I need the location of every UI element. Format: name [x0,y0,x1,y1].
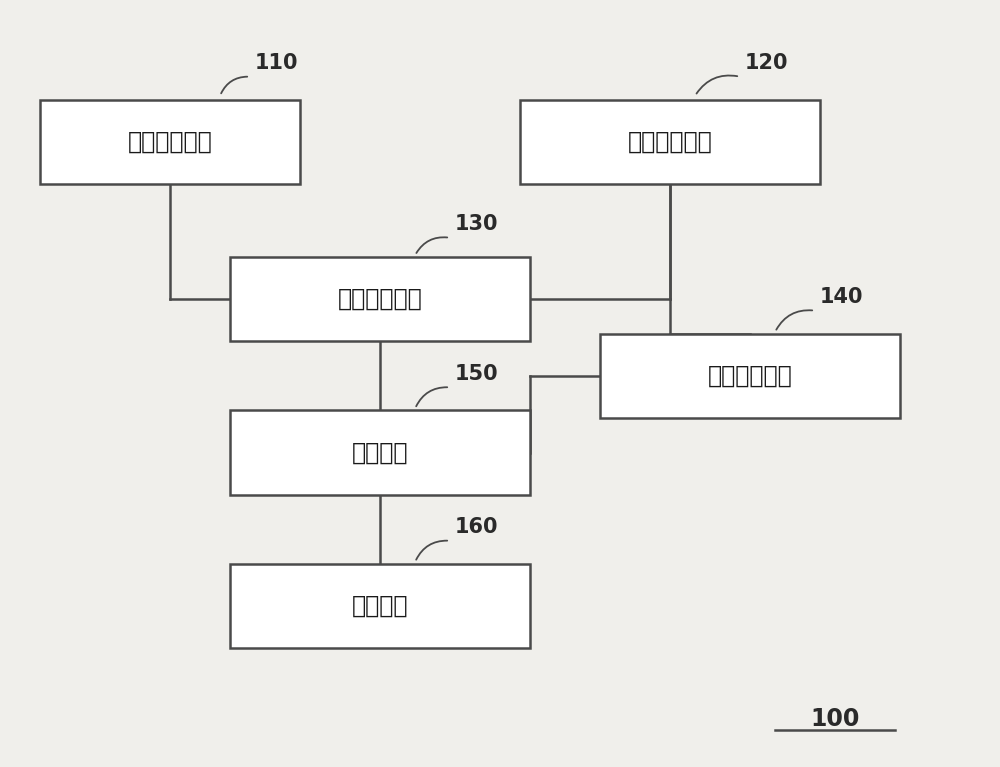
Text: 存储单元: 存储单元 [352,440,408,465]
FancyBboxPatch shape [230,257,530,341]
FancyBboxPatch shape [600,334,900,418]
FancyBboxPatch shape [230,410,530,495]
Text: 第一检测单元: 第一检测单元 [338,287,422,311]
Text: 第二检测单元: 第二检测单元 [708,364,792,388]
Text: 第二天线单元: 第二天线单元 [628,130,712,154]
FancyBboxPatch shape [230,564,530,648]
Text: 160: 160 [455,517,498,537]
Text: 控制单元: 控制单元 [352,594,408,618]
FancyBboxPatch shape [520,100,820,184]
Text: 150: 150 [455,364,499,384]
Text: 130: 130 [455,214,498,234]
Text: 第一天线单元: 第一天线单元 [128,130,212,154]
Text: 110: 110 [255,53,298,73]
Text: 140: 140 [820,287,864,307]
Text: 100: 100 [810,707,860,732]
FancyBboxPatch shape [40,100,300,184]
Text: 120: 120 [745,53,788,73]
